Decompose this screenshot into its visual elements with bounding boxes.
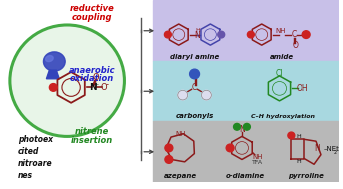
Text: anaerobic: anaerobic [69,66,115,75]
Text: diaryl amine: diaryl amine [170,54,219,60]
Text: azepane: azepane [164,173,197,179]
Circle shape [226,144,234,152]
Text: N: N [314,144,320,153]
Text: Cl: Cl [276,70,283,78]
Circle shape [302,31,310,38]
Text: C: C [292,30,297,39]
Text: N: N [194,31,200,40]
Text: N: N [89,83,97,92]
Bar [153,121,339,182]
Circle shape [49,84,57,91]
Text: o-diamine: o-diamine [225,173,264,179]
Text: coupling: coupling [72,13,112,22]
Text: O: O [100,83,107,92]
Text: amide: amide [269,54,294,60]
Ellipse shape [44,52,65,71]
Text: reductive: reductive [70,4,114,13]
Text: 2: 2 [334,150,337,155]
Circle shape [190,69,200,79]
Circle shape [247,31,254,38]
Text: H: H [296,159,300,164]
Text: NH: NH [176,132,186,137]
Text: NH: NH [275,28,286,34]
Text: O: O [292,41,298,50]
Circle shape [201,90,211,100]
Circle shape [244,123,250,130]
Circle shape [165,144,173,152]
Text: N: N [239,125,245,134]
Text: pyrroline: pyrroline [288,173,324,179]
Bar [153,60,339,121]
Text: OH: OH [296,84,308,93]
Text: carbonyls: carbonyls [175,113,214,119]
Text: TFA: TFA [252,160,263,165]
Bar [153,0,339,60]
Text: -: - [105,80,108,89]
Text: +: + [93,82,98,87]
Circle shape [288,132,295,139]
Circle shape [218,31,225,38]
Ellipse shape [46,56,53,62]
Circle shape [10,25,125,136]
Text: H: H [296,134,300,139]
Text: nitrene: nitrene [75,127,109,136]
Text: photoex
cited
nitroare
nes: photoex cited nitroare nes [18,136,53,180]
Polygon shape [46,70,59,79]
Text: C: C [192,83,197,92]
Text: H: H [195,28,200,33]
Circle shape [164,31,172,38]
Text: NH: NH [252,154,263,160]
Text: –NEt: –NEt [324,146,340,152]
Circle shape [234,123,240,130]
Text: C–H hydroxylation: C–H hydroxylation [251,114,316,119]
Text: O: O [93,73,99,82]
Circle shape [178,90,188,100]
Circle shape [165,156,173,163]
Text: oxidation: oxidation [70,74,114,83]
Text: insertion: insertion [71,136,113,145]
